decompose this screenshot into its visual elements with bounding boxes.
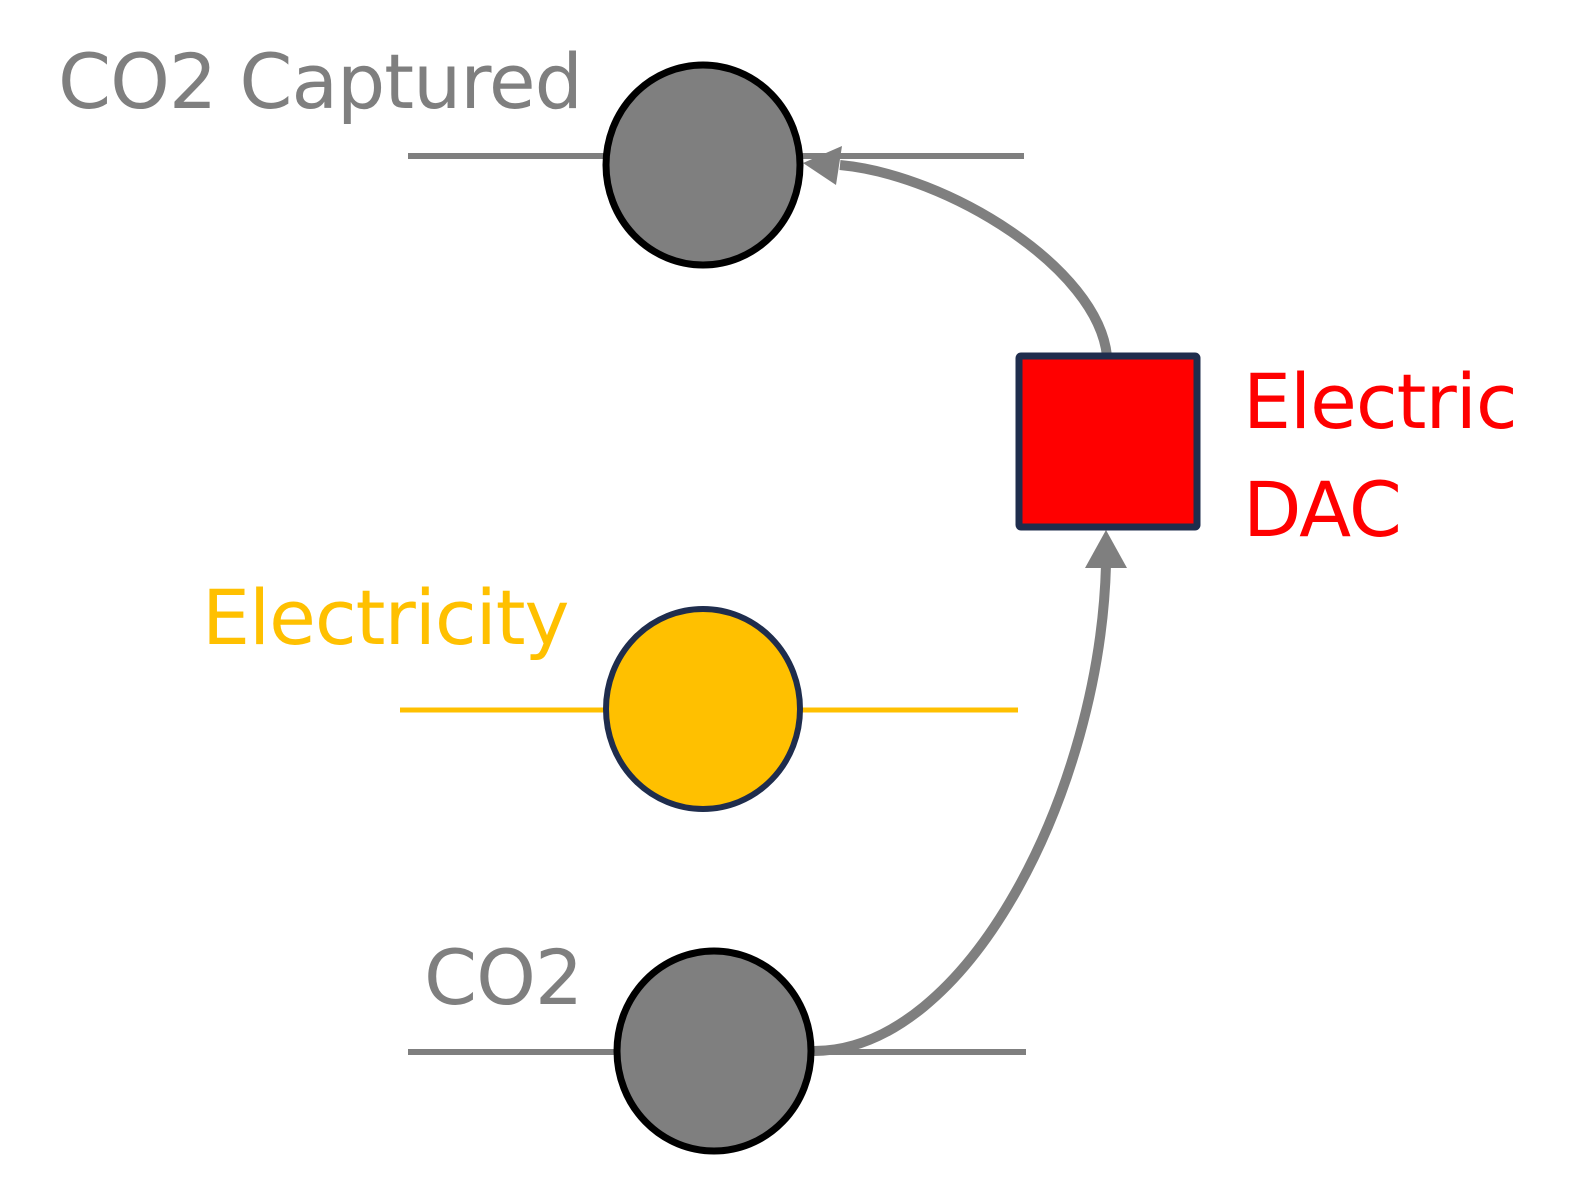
flow-co2-to-dac [814, 565, 1106, 1051]
arrowhead-into-dac [1085, 530, 1127, 568]
flow-dac-to-co2-captured [840, 165, 1107, 356]
electric-dac-label: Electric DAC [1243, 348, 1517, 564]
electric-dac-box[interactable] [1019, 356, 1197, 527]
electricity-label: Electricity [202, 580, 569, 656]
electric-dac-label-line1: Electric [1243, 348, 1517, 456]
co2-label: CO2 [424, 940, 582, 1016]
co2-node[interactable] [617, 951, 811, 1151]
arrowhead-into-co2-captured [803, 146, 842, 185]
co2-captured-label: CO2 Captured [58, 44, 582, 120]
electric-dac-label-line2: DAC [1243, 456, 1517, 564]
electricity-node[interactable] [606, 609, 800, 809]
co2-captured-node[interactable] [606, 65, 800, 265]
